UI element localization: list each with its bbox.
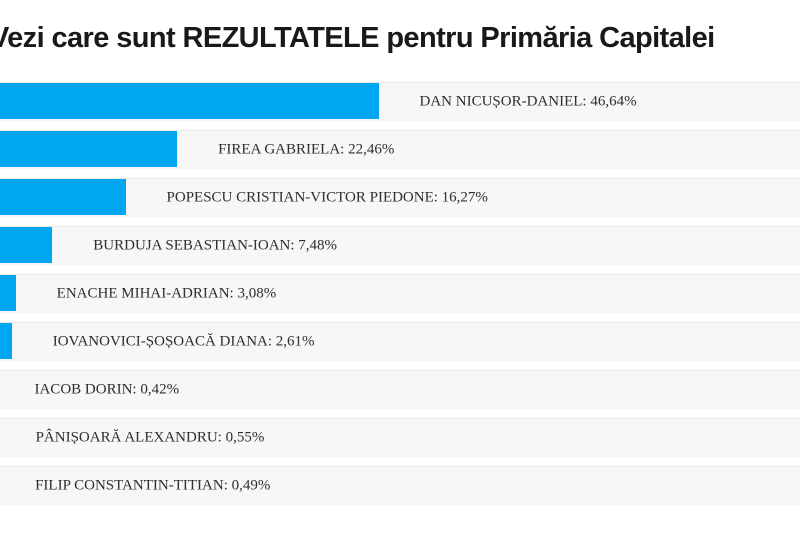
- result-bar: [0, 275, 16, 312]
- result-label: IOVANOVICI-ȘOȘOACĂ DIANA: 2,61%: [52, 333, 315, 350]
- result-bar: [0, 227, 53, 264]
- page-title: Vezi care sunt REZULTATELE pentru Primăr…: [0, 22, 715, 54]
- result-label: FIREA GABRIELA: 22,46%: [218, 141, 395, 158]
- result-label: BURDUJA SEBASTIAN-IOAN: 7,48%: [93, 237, 338, 254]
- result-label: FILIP CONSTANTIN-TITIAN: 0,49%: [35, 477, 271, 494]
- result-row: FIREA GABRIELA: 22,46%: [0, 130, 800, 170]
- results-page: Vezi care sunt REZULTATELE pentru Primăr…: [0, 22, 800, 506]
- result-label: PÂNIȘOARĂ ALEXANDRU: 0,55%: [35, 429, 265, 446]
- result-row: IACOB DORIN: 0,42%: [0, 370, 800, 410]
- result-row: POPESCU CRISTIAN-VICTOR PIEDONE: 16,27%: [0, 178, 800, 218]
- result-row: ENACHE MIHAI-ADRIAN: 3,08%: [0, 274, 800, 314]
- result-row: PÂNIȘOARĂ ALEXANDRU: 0,55%: [0, 418, 800, 458]
- result-label: POPESCU CRISTIAN-VICTOR PIEDONE: 16,27%: [166, 189, 488, 206]
- result-label: ENACHE MIHAI-ADRIAN: 3,08%: [56, 285, 277, 302]
- result-row: IOVANOVICI-ȘOȘOACĂ DIANA: 2,61%: [0, 322, 800, 362]
- result-row: BURDUJA SEBASTIAN-IOAN: 7,48%: [0, 226, 800, 266]
- result-row: FILIP CONSTANTIN-TITIAN: 0,49%: [0, 466, 800, 506]
- result-label: DAN NICUȘOR-DANIEL: 46,64%: [419, 93, 637, 110]
- result-label: IACOB DORIN: 0,42%: [34, 381, 180, 398]
- result-bar: [0, 131, 178, 168]
- result-bar: [0, 179, 126, 216]
- result-bar: [0, 83, 379, 120]
- result-row: DAN NICUȘOR-DANIEL: 46,64%: [0, 82, 800, 122]
- result-bar: [0, 323, 12, 360]
- results-bar-chart: DAN NICUȘOR-DANIEL: 46,64% FIREA GABRIELA…: [0, 82, 800, 506]
